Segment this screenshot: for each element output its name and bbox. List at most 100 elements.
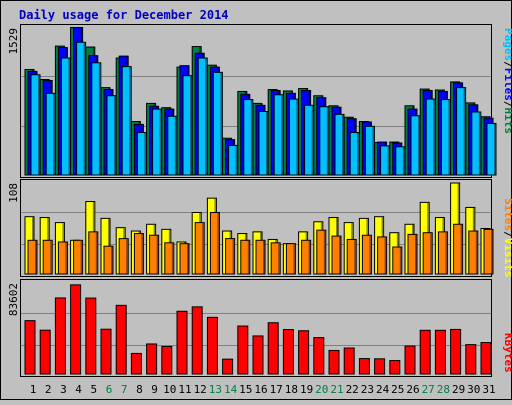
hits-bar-shade [342, 114, 344, 175]
hits-bar-shade [387, 146, 390, 175]
kbytes-bar-kbytes-day-29 [450, 328, 462, 375]
day-label-25: 25 [391, 383, 404, 396]
hits-bar-shade [402, 147, 405, 175]
day-label-7: 7 [121, 383, 128, 396]
visits-bar-shade [369, 235, 371, 274]
legend-separator: / [502, 231, 512, 238]
day-label-5: 5 [90, 383, 97, 396]
visits-bar-shade [111, 246, 113, 274]
visits-bar-sites-day-30 [468, 230, 479, 275]
kbytes-bar-kbytes-day-2 [39, 329, 51, 375]
visits-bar-shade [445, 232, 447, 274]
kbytes-bar-kbytes-day-19 [298, 330, 310, 375]
visits-bar-shade [232, 239, 235, 274]
legend-separator: / [502, 61, 512, 68]
day-label-2: 2 [45, 383, 52, 396]
day-label-22: 22 [346, 383, 359, 396]
hits-bar-shade [98, 63, 101, 175]
visits-bar-sites-day-4 [73, 239, 84, 275]
kbytes-bar-kbytes-day-17 [267, 322, 279, 375]
day-label-6: 6 [106, 383, 113, 396]
visits-bar-sites-day-5 [88, 231, 99, 275]
kbytes-bar-kbytes-day-26 [404, 345, 416, 375]
bars-layer [24, 26, 497, 375]
hits-bar-shade [418, 116, 420, 175]
visits-bar-sites-day-7 [118, 238, 129, 275]
legend-separator: / [502, 101, 512, 108]
visits-bar-shade [475, 231, 478, 274]
visits-bar-sites-day-3 [57, 241, 68, 275]
legend-entry-files: Files [502, 68, 512, 101]
visits-bar-shade [35, 240, 37, 274]
kbytes-bar-kbytes-day-13 [206, 316, 218, 375]
kbytes-bar-kbytes-day-1 [24, 320, 36, 375]
day-label-24: 24 [376, 383, 390, 396]
hits-bar-pages-day-13 [212, 71, 223, 176]
legend-entry-hits: Hits [502, 108, 512, 135]
day-label-18: 18 [285, 383, 298, 396]
hits-bar-shade [372, 126, 374, 175]
day-label-30: 30 [467, 383, 480, 396]
visits-bar-shade [65, 242, 67, 274]
day-label-20: 20 [315, 383, 328, 396]
visits-bar-sites-day-6 [103, 245, 114, 275]
day-label-26: 26 [406, 383, 419, 396]
day-label-4: 4 [75, 383, 82, 396]
visits-bar-sites-day-24 [377, 236, 388, 275]
kbytes-bar-kbytes-day-25 [389, 360, 401, 375]
kbytes-bar-kbytes-day-31 [480, 342, 492, 375]
legend-entry-kbytes: KBytes [502, 333, 512, 373]
kbytes-bar-kbytes-day-23 [358, 358, 370, 375]
visits-bar-sites-day-25 [392, 246, 403, 275]
visits-bar-shade [460, 224, 463, 274]
visits-bar-sites-day-21 [331, 235, 342, 275]
hits-bar-shade [190, 76, 192, 175]
day-label-27: 27 [422, 383, 435, 396]
day-label-17: 17 [270, 383, 283, 396]
kbytes-bar-kbytes-day-28 [434, 329, 446, 375]
visits-bar-shade [430, 233, 432, 274]
kbytes-bar-kbytes-day-27 [419, 329, 431, 375]
kbytes-legend: KBytes [502, 333, 512, 373]
visits-bar-sites-day-20 [316, 229, 327, 275]
chart-title: Daily usage for December 2014 [19, 8, 229, 22]
hits-legend: Pages/Files/Hits [502, 28, 512, 134]
visits-bar-shade [187, 244, 189, 274]
hits-bar-shade [494, 123, 496, 175]
visits-bar-sites-day-2 [42, 239, 53, 275]
visits-bar-sites-day-15 [240, 239, 251, 275]
kbytes-bar-kbytes-day-24 [374, 358, 386, 375]
hits-bar-shade [448, 100, 450, 175]
kbytes-bar-kbytes-day-4 [70, 284, 82, 375]
visits-bar-shade [293, 244, 295, 274]
day-label-19: 19 [300, 383, 313, 396]
hits-bar-shade [250, 100, 253, 175]
day-label-11: 11 [178, 383, 191, 396]
kbytes-max-label: 83602 [7, 283, 20, 316]
legend-entry-visits: Visits [502, 238, 512, 278]
hits-bar-shade [83, 42, 86, 175]
hits-bar-shade [311, 105, 314, 175]
visits-bar-sites-day-27 [422, 232, 433, 275]
visits-bar-shade [278, 243, 280, 274]
visits-bar-shade [415, 234, 417, 274]
hits-bar-shade [68, 58, 70, 175]
visits-bar-sites-day-28 [437, 231, 448, 275]
hits-bar-shade [433, 99, 435, 175]
visits-bar-shade [217, 212, 219, 274]
visits-bar-shade [247, 240, 250, 274]
hits-bar-shade [463, 88, 466, 175]
day-label-1: 1 [30, 383, 37, 396]
visits-bar-sites-day-12 [194, 222, 205, 275]
visits-bar-sites-day-23 [361, 234, 372, 275]
day-label-10: 10 [163, 383, 176, 396]
kbytes-bar-kbytes-day-16 [252, 335, 264, 375]
visits-bar-shade [50, 240, 52, 274]
kbytes-bar-kbytes-day-15 [237, 325, 249, 375]
visits-bar-sites-day-10 [164, 242, 175, 275]
visits-bar-sites-day-9 [149, 234, 160, 275]
kbytes-bar-kbytes-day-21 [328, 349, 340, 375]
visits-bar-sites-day-1 [27, 239, 38, 275]
